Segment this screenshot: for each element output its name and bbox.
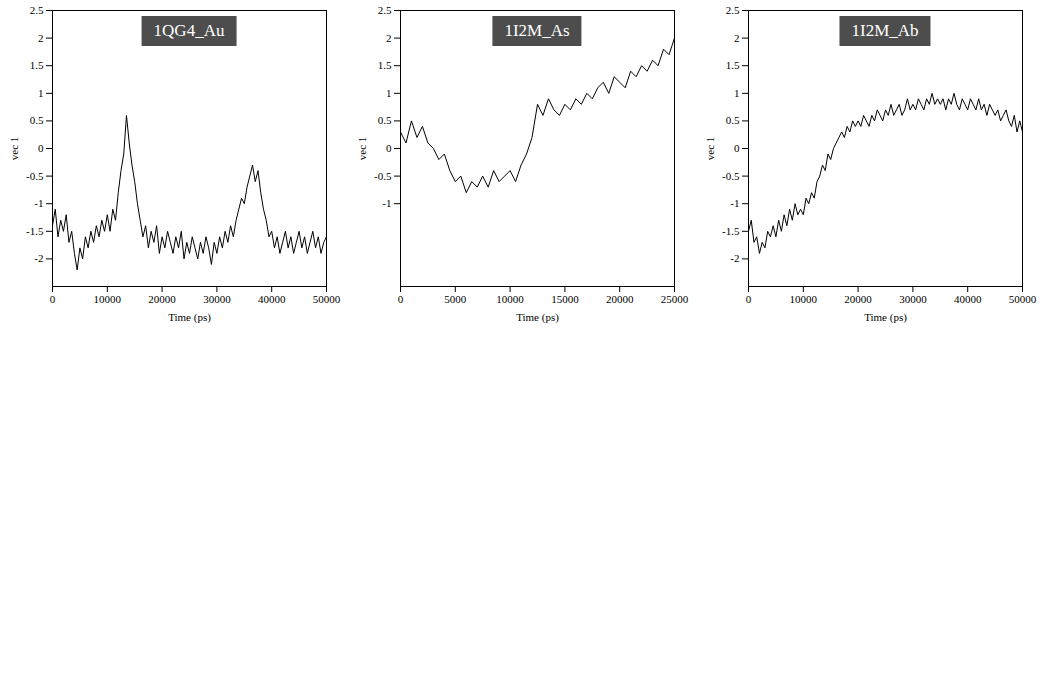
svg-text:vec 1: vec 1 [704, 137, 716, 161]
svg-text:40000: 40000 [258, 293, 286, 305]
svg-text:-2: -2 [730, 252, 739, 264]
svg-text:1: 1 [386, 87, 392, 99]
svg-text:0: 0 [386, 142, 392, 154]
svg-text:Time (ps): Time (ps) [516, 311, 559, 324]
svg-text:2.5: 2.5 [30, 4, 44, 16]
svg-text:0.5: 0.5 [378, 114, 392, 126]
svg-text:-1: -1 [730, 197, 739, 209]
html-text:1QG4_Au: 1QG4_Au [153, 21, 225, 40]
svg-text:Time (ps): Time (ps) [864, 311, 907, 324]
svg-text:40000: 40000 [954, 293, 982, 305]
svg-text:1: 1 [734, 87, 740, 99]
svg-text:10000: 10000 [496, 293, 524, 305]
svg-text:-2: -2 [34, 252, 43, 264]
svg-text:2: 2 [734, 32, 740, 44]
svg-text:2.5: 2.5 [726, 4, 740, 16]
svg-text:10000: 10000 [94, 293, 122, 305]
svg-text:0: 0 [50, 293, 56, 305]
svg-text:2.5: 2.5 [378, 4, 392, 16]
svg-text:2: 2 [38, 32, 44, 44]
svg-text:50000: 50000 [1009, 293, 1037, 305]
svg-text:Time (ps): Time (ps) [168, 311, 211, 324]
svg-text:0: 0 [38, 142, 44, 154]
svg-text:25000: 25000 [661, 293, 689, 305]
svg-text:20000: 20000 [844, 293, 872, 305]
svg-text:-1: -1 [34, 197, 43, 209]
svg-text:15000: 15000 [551, 293, 579, 305]
svg-text:20000: 20000 [606, 293, 634, 305]
svg-text:1: 1 [38, 87, 44, 99]
svg-text:50000: 50000 [313, 293, 341, 305]
svg-text:0.5: 0.5 [30, 114, 44, 126]
svg-text:0: 0 [398, 293, 404, 305]
svg-text:0.5: 0.5 [726, 114, 740, 126]
svg-text:-0.5: -0.5 [26, 170, 44, 182]
svg-text:0: 0 [746, 293, 752, 305]
svg-text:10000: 10000 [790, 293, 818, 305]
html-text:1I2M_Ab: 1I2M_Ab [851, 21, 919, 40]
svg-text:5000: 5000 [444, 293, 467, 305]
html-text:1I2M_As: 1I2M_As [504, 21, 570, 40]
svg-text:0: 0 [734, 142, 740, 154]
svg-text:vec 1: vec 1 [8, 137, 20, 161]
svg-text:2: 2 [386, 32, 392, 44]
svg-text:-1: -1 [382, 197, 391, 209]
svg-text:20000: 20000 [148, 293, 176, 305]
svg-text:1.5: 1.5 [378, 59, 392, 71]
svg-text:-0.5: -0.5 [722, 170, 740, 182]
svg-text:1.5: 1.5 [726, 59, 740, 71]
svg-text:1.5: 1.5 [30, 59, 44, 71]
svg-text:-1.5: -1.5 [722, 225, 740, 237]
svg-text:-1.5: -1.5 [26, 225, 44, 237]
svg-text:vec 1: vec 1 [356, 137, 368, 161]
svg-text:30000: 30000 [203, 293, 231, 305]
svg-text:30000: 30000 [899, 293, 927, 305]
svg-text:-0.5: -0.5 [374, 170, 392, 182]
